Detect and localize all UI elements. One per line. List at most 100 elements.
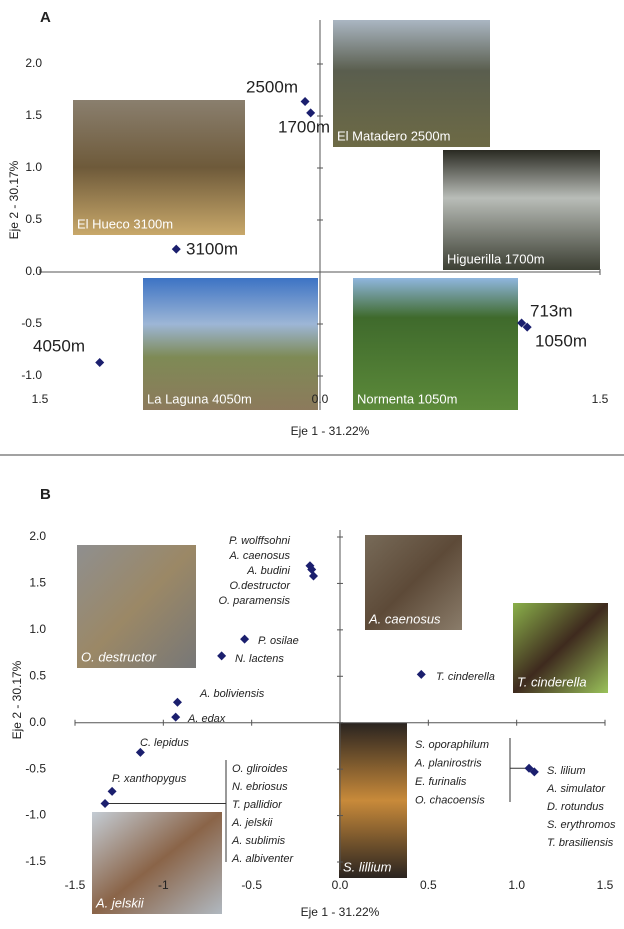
y-tick-label: 0.5 (29, 668, 46, 682)
species-label: P. osilae (258, 635, 299, 647)
photo (443, 150, 600, 270)
y-tick-label: 2.0 (29, 529, 46, 543)
photo-caption: A. jelskii (95, 895, 145, 910)
species-label: E. furinalis (415, 776, 467, 788)
x-tick-label: 1.5 (597, 878, 614, 892)
y-tick-label: -1.0 (21, 368, 42, 382)
species-label: S. lilium (547, 765, 586, 777)
point (135, 747, 145, 757)
point-label: 3100m (186, 239, 238, 258)
y-axis-title: Eje 2 - 30.17% (7, 160, 21, 239)
y-tick-label: 1.0 (29, 622, 46, 636)
y-tick-label: 1.5 (29, 576, 46, 590)
photo (333, 20, 490, 147)
species-label: A. budini (246, 565, 290, 577)
point (416, 669, 426, 679)
species-label: O.destructor (229, 580, 291, 592)
species-label: S. oporaphilum (415, 739, 489, 751)
species-label: T. brasiliensis (547, 837, 614, 849)
y-tick-label: -0.5 (25, 761, 46, 775)
x-tick-label: 0.0 (332, 878, 349, 892)
photo-caption: El Matadero 2500m (337, 128, 450, 143)
y-tick-label: -1.5 (25, 854, 46, 868)
species-label: A. jelskii (231, 817, 273, 829)
point-label: 1700m (278, 117, 330, 136)
point (309, 571, 318, 581)
point (100, 799, 110, 808)
photo (92, 812, 222, 914)
x-tick-label: 1.5 (32, 392, 49, 406)
y-tick-label: 0.5 (25, 212, 42, 226)
y-tick-label: -0.5 (21, 316, 42, 330)
photo (353, 278, 518, 410)
photo-caption: Normenta 1050m (357, 391, 457, 406)
photo (339, 723, 407, 878)
y-tick-label: 0.0 (25, 264, 42, 278)
photo-caption: O. destructor (81, 649, 157, 664)
species-label: T. pallidior (232, 799, 283, 811)
point (95, 357, 105, 367)
y-tick-label: 1.0 (25, 160, 42, 174)
species-label: A. edax (187, 713, 226, 725)
x-tick-label: -1 (158, 878, 169, 892)
point (524, 763, 534, 773)
panel-label: A (40, 9, 51, 26)
point (529, 767, 539, 777)
point (171, 244, 181, 254)
point-label: 1050m (535, 331, 587, 350)
photo-caption: La Laguna 4050m (147, 391, 252, 406)
point (517, 318, 527, 328)
point-label: 4050m (33, 336, 85, 355)
y-tick-label: 2.0 (25, 56, 42, 70)
species-label: O. paramensis (218, 595, 290, 607)
point-label: 713m (530, 301, 573, 320)
species-label: N. lactens (235, 653, 284, 665)
photo (143, 278, 318, 410)
x-tick-label: -1.5 (65, 878, 86, 892)
photo-caption: T. cinderella (517, 674, 587, 689)
photo (365, 535, 462, 630)
point-label: 2500m (246, 77, 298, 96)
species-label: C. lepidus (140, 737, 189, 749)
y-axis-title: Eje 2 - 30.17% (10, 660, 24, 739)
point (306, 108, 316, 118)
species-label: A. sublimis (231, 835, 286, 847)
species-label: T. cinderella (436, 671, 495, 683)
photo (77, 545, 196, 668)
species-label: A. caenosus (228, 550, 290, 562)
point (171, 712, 181, 722)
point (522, 322, 532, 332)
species-label: O. gliroides (232, 763, 288, 775)
y-tick-label: 0.0 (29, 715, 46, 729)
x-axis-title: Eje 1 - 31.22% (301, 905, 380, 919)
point (300, 96, 310, 106)
species-label: S. erythromos (547, 819, 616, 831)
x-tick-label: 0.0 (312, 392, 329, 406)
species-label: P. wolffsohni (229, 535, 291, 547)
species-label: N. ebriosus (232, 781, 288, 793)
photo-caption: A. caenosus (368, 611, 441, 626)
photo-caption: El Hueco 3100m (77, 216, 173, 231)
x-tick-label: 1.5 (592, 392, 609, 406)
point (307, 565, 317, 574)
x-axis-title: Eje 1 - 31.22% (291, 424, 370, 438)
point (107, 786, 117, 796)
photo (513, 603, 608, 693)
photo-caption: S. lillium (343, 859, 392, 874)
species-label: A. planirostris (414, 757, 482, 769)
photo (73, 100, 245, 235)
x-tick-label: 1.0 (508, 878, 525, 892)
species-label: A. simulator (546, 783, 606, 795)
y-tick-label: -1.0 (25, 808, 46, 822)
y-tick-label: 1.5 (25, 108, 42, 122)
photo-caption: Higuerilla 1700m (447, 251, 545, 266)
species-label: D. rotundus (547, 801, 604, 813)
point (217, 651, 227, 661)
point (172, 697, 182, 707)
species-label: P. xanthopygus (112, 773, 187, 785)
x-tick-label: 0.5 (420, 878, 437, 892)
panel-label: B (40, 486, 51, 503)
point (240, 634, 250, 644)
species-label: A. boliviensis (199, 688, 265, 700)
